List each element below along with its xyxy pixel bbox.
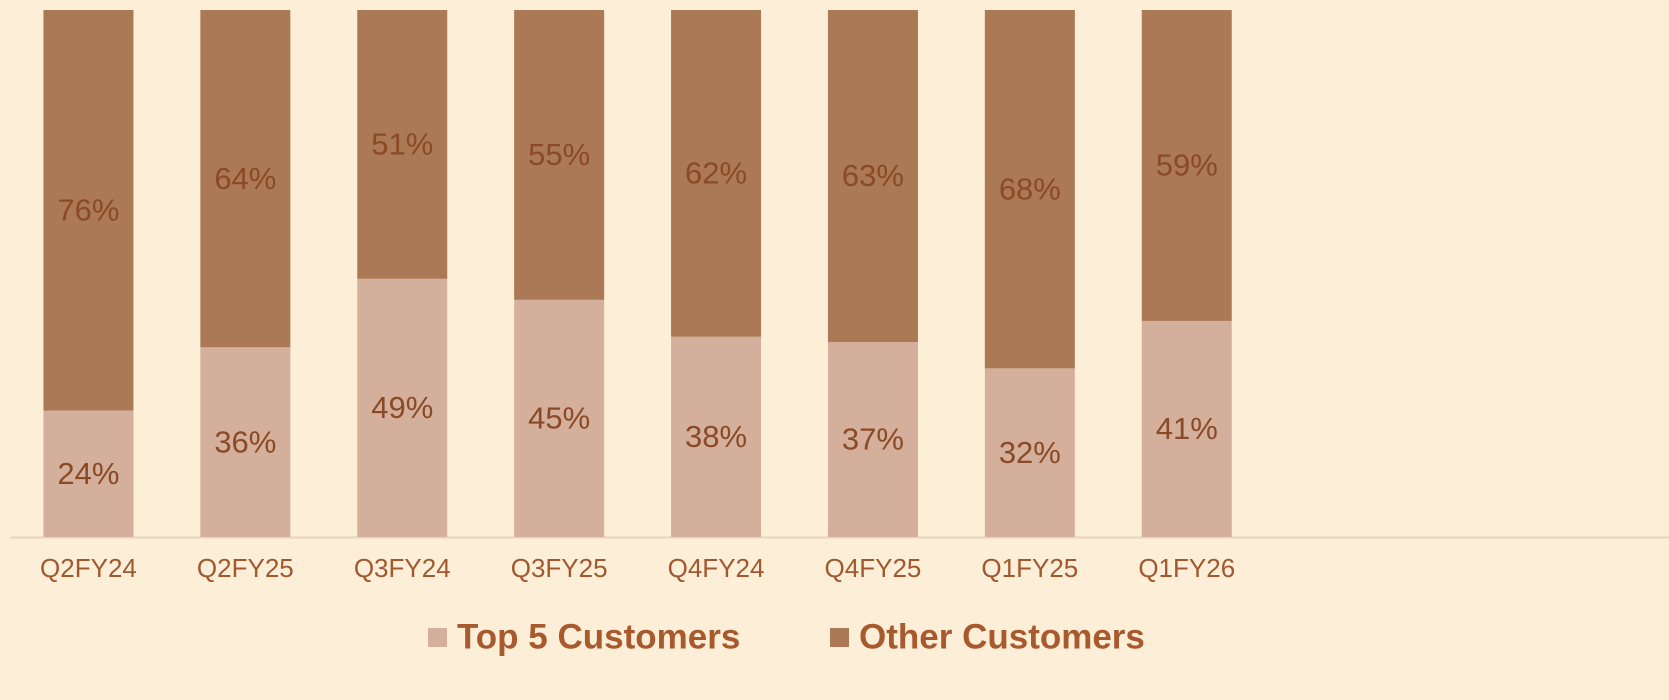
x-tick-label: Q1FY25 <box>981 553 1078 583</box>
legend-label: Top 5 Customers <box>457 617 740 656</box>
bar-segment <box>43 410 134 537</box>
legend-label: Other Customers <box>859 617 1145 656</box>
x-tick-label: Q2FY25 <box>197 553 294 583</box>
bar-segment <box>827 342 918 537</box>
data-label: 51% <box>371 127 433 162</box>
bar-segment <box>827 10 918 343</box>
x-tick-label: Q3FY24 <box>354 553 451 583</box>
data-label: 45% <box>528 401 590 436</box>
data-label: 59% <box>1156 148 1218 183</box>
data-label: 62% <box>685 156 747 191</box>
x-tick-label: Q2FY24 <box>40 553 137 583</box>
x-tick-label: Q3FY25 <box>511 553 608 583</box>
bar-segment <box>200 347 291 537</box>
legend-swatch <box>428 628 447 647</box>
x-tick-label: Q4FY24 <box>668 553 765 583</box>
data-label: 37% <box>842 422 904 457</box>
bar-segment <box>514 299 605 537</box>
data-label: 32% <box>999 435 1061 470</box>
bar-segment <box>1141 320 1232 537</box>
bar-segment <box>200 10 291 348</box>
bar-segment <box>357 278 448 537</box>
data-label: 49% <box>371 390 433 425</box>
data-label: 41% <box>1156 411 1218 446</box>
data-label: 24% <box>57 456 119 491</box>
bar-segment <box>984 368 1075 537</box>
data-label: 68% <box>999 171 1061 206</box>
bar-segment <box>43 10 134 411</box>
bar-segment <box>357 10 448 279</box>
legend-swatch <box>830 628 849 647</box>
data-label: 63% <box>842 158 904 193</box>
data-label: 76% <box>57 192 119 227</box>
bar-segment <box>514 10 605 300</box>
data-label: 64% <box>214 161 276 196</box>
bar-segment <box>984 10 1075 369</box>
data-label: 36% <box>214 424 276 459</box>
x-tick-label: Q4FY25 <box>825 553 922 583</box>
bar-segment <box>671 10 762 337</box>
bar-segment <box>671 336 762 537</box>
data-label: 55% <box>528 137 590 172</box>
x-tick-label: Q1FY26 <box>1138 553 1235 583</box>
data-label: 38% <box>685 419 747 454</box>
bar-segment <box>1141 10 1232 321</box>
